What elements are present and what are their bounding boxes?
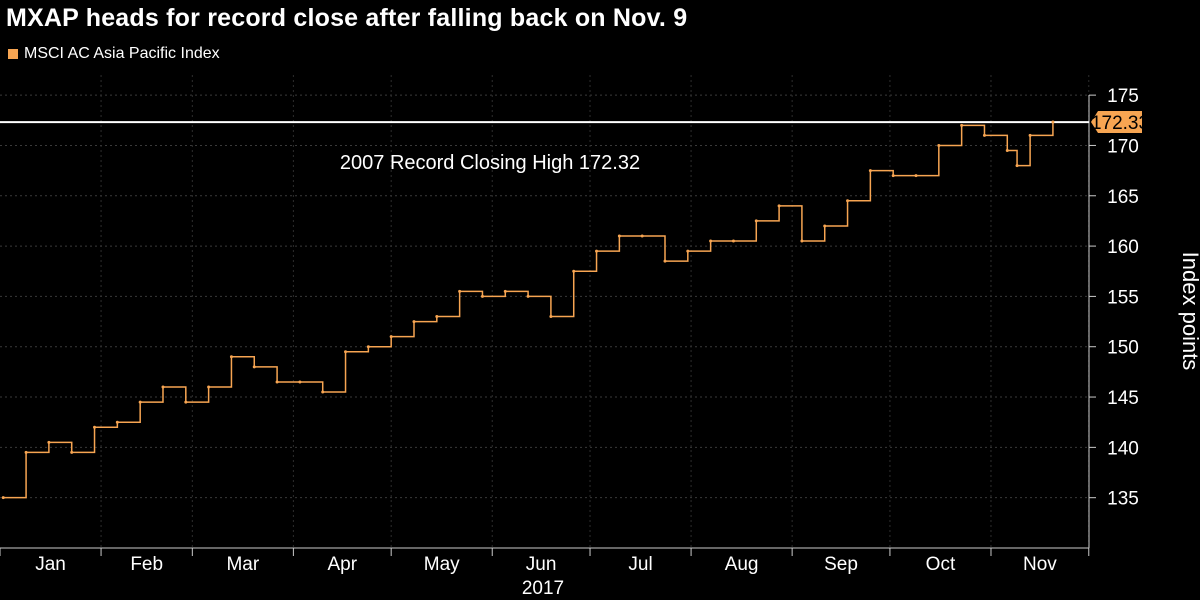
y-tick-label: 145 — [1107, 388, 1139, 409]
data-point — [207, 385, 211, 389]
data-point — [366, 345, 370, 349]
data-point — [846, 199, 850, 203]
data-point — [1028, 133, 1032, 137]
data-point — [1005, 148, 1009, 152]
x-tick-label: Jun — [526, 554, 557, 575]
data-point — [412, 320, 416, 324]
data-point — [275, 380, 279, 384]
y-tick-label: 135 — [1107, 489, 1139, 510]
y-axis-label: Index points — [1178, 252, 1200, 371]
y-tick-label: 155 — [1107, 287, 1139, 308]
record-annotation: 2007 Record Closing High 172.32 — [340, 152, 640, 174]
data-point — [503, 289, 507, 293]
data-point — [549, 315, 553, 319]
data-point — [480, 294, 484, 298]
chart-title: MXAP heads for record close after fallin… — [6, 4, 688, 32]
data-point — [93, 425, 97, 429]
x-tick-label: Apr — [327, 554, 357, 575]
x-tick-label: Nov — [1023, 554, 1057, 575]
last-value-badge — [1091, 110, 1142, 133]
data-point — [138, 400, 142, 404]
data-point — [982, 133, 986, 137]
x-tick-label: May — [424, 554, 460, 575]
x-tick-label: Oct — [926, 554, 956, 575]
data-point — [115, 420, 119, 424]
data-point — [800, 239, 804, 243]
data-point — [754, 219, 758, 223]
x-tick-label: Aug — [725, 554, 759, 575]
data-point — [435, 315, 439, 319]
y-tick-label: 160 — [1107, 237, 1139, 258]
data-point — [731, 239, 735, 243]
data-point — [709, 239, 713, 243]
y-tick-label: 170 — [1107, 136, 1139, 157]
x-tick-label: Jul — [628, 554, 652, 575]
data-point — [321, 390, 325, 394]
data-point — [389, 335, 393, 339]
data-point — [24, 450, 28, 454]
data-point — [1, 496, 5, 500]
data-point — [663, 259, 667, 263]
data-point — [298, 380, 302, 384]
legend: MSCI AC Asia Pacific Index — [8, 45, 220, 63]
legend-label: MSCI AC Asia Pacific Index — [24, 45, 220, 62]
data-point — [526, 294, 530, 298]
data-point — [161, 385, 165, 389]
data-point — [47, 440, 51, 444]
data-point — [344, 350, 348, 354]
data-point — [823, 224, 827, 228]
data-point — [617, 234, 621, 238]
data-point — [252, 365, 256, 369]
data-point — [640, 234, 644, 238]
data-point — [686, 249, 690, 253]
x-tick-label: Jan — [35, 554, 66, 575]
x-axis-year-label: 2017 — [522, 578, 564, 599]
data-point — [184, 400, 188, 404]
data-point — [458, 289, 462, 293]
data-point — [1051, 120, 1055, 124]
data-point — [891, 174, 895, 178]
series-line — [3, 121, 1054, 499]
legend-swatch — [8, 49, 18, 59]
x-tick-label: Mar — [226, 554, 259, 575]
data-point — [868, 169, 872, 173]
data-point — [595, 249, 599, 253]
data-point — [70, 450, 74, 454]
data-point — [1015, 164, 1019, 168]
data-point — [572, 269, 576, 273]
y-tick-label: 140 — [1107, 438, 1139, 459]
y-tick-label: 150 — [1107, 338, 1139, 359]
data-point — [960, 123, 964, 127]
data-point — [914, 174, 918, 178]
last-value-label: 172.33 — [1091, 113, 1149, 134]
y-tick-label: 175 — [1107, 86, 1139, 107]
data-point — [777, 204, 781, 208]
x-tick-label: Feb — [130, 554, 163, 575]
y-tick-label: 165 — [1107, 187, 1139, 208]
data-point — [229, 355, 233, 359]
x-tick-label: Sep — [824, 554, 858, 575]
data-point — [937, 143, 941, 147]
